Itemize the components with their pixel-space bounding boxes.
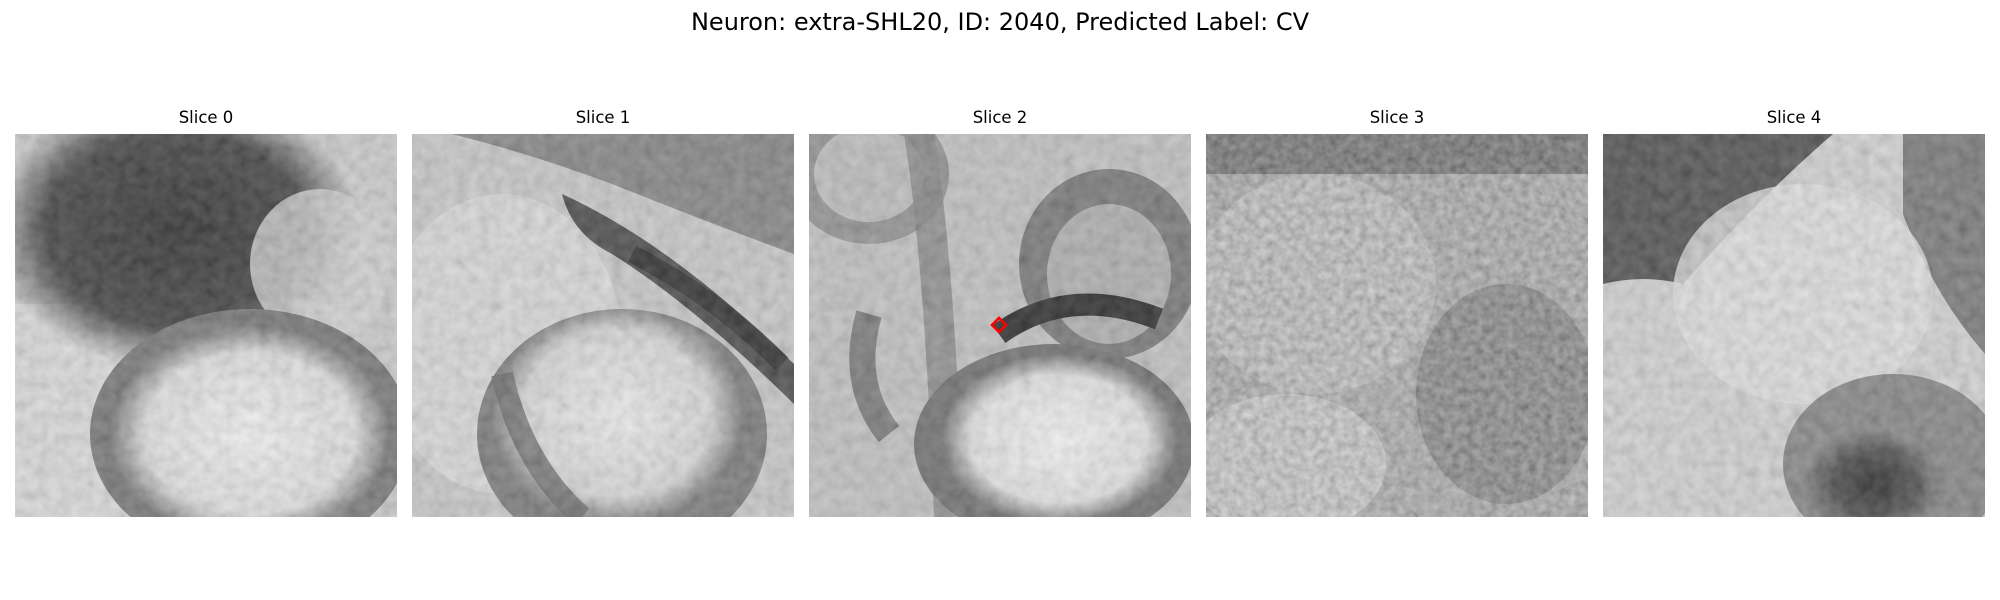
slice-title: Slice 0 bbox=[178, 108, 234, 127]
slice-title: Slice 1 bbox=[575, 108, 631, 127]
slice-image bbox=[1603, 134, 1985, 517]
marker-diamond bbox=[990, 316, 1008, 334]
slice-title: Slice 4 bbox=[1766, 108, 1822, 127]
slice-panel-1: Slice 1 bbox=[412, 107, 794, 517]
slice-image bbox=[15, 134, 397, 517]
figure-title: Neuron: extra-SHL20, ID: 2040, Predicted… bbox=[690, 8, 1310, 36]
slice-title: Slice 2 bbox=[972, 108, 1028, 127]
slice-image bbox=[809, 134, 1191, 517]
slice-panel-2: Slice 2 bbox=[809, 107, 1191, 517]
slice-panel-3: Slice 3 bbox=[1206, 107, 1588, 517]
slice-panel-4: Slice 4 bbox=[1603, 107, 1985, 517]
slice-panel-0: Slice 0 bbox=[15, 107, 397, 517]
slice-image bbox=[412, 134, 794, 517]
slice-image bbox=[1206, 134, 1588, 517]
slice-title: Slice 3 bbox=[1369, 108, 1425, 127]
